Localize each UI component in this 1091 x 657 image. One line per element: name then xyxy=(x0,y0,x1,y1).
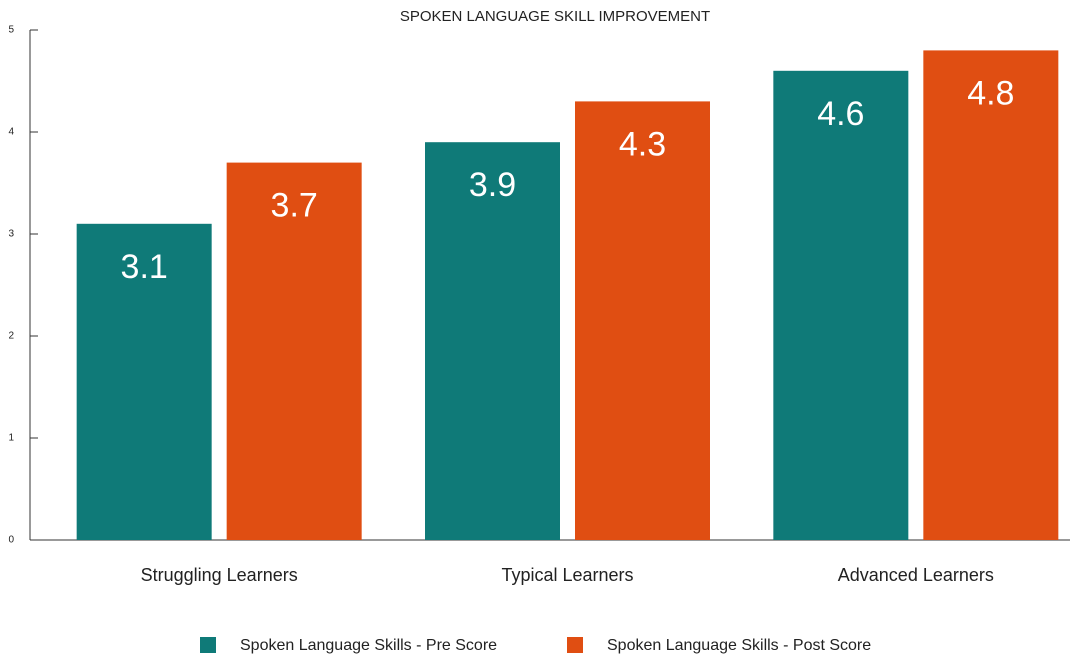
y-tick-label: 4 xyxy=(8,127,14,138)
y-tick-label: 0 xyxy=(8,535,14,546)
bar xyxy=(773,70,909,541)
legend-swatch xyxy=(200,637,216,653)
y-tick-label: 3 xyxy=(8,229,14,240)
legend-label: Spoken Language Skills - Post Score xyxy=(607,637,871,654)
data-label: 3.7 xyxy=(271,187,318,225)
data-label: 3.1 xyxy=(121,248,168,286)
y-tick-label: 5 xyxy=(8,25,14,36)
x-tick-label: Struggling Learners xyxy=(141,565,298,585)
x-tick-label: Advanced Learners xyxy=(838,565,994,585)
data-label: 4.8 xyxy=(967,74,1014,112)
bar xyxy=(575,101,710,541)
bar xyxy=(425,142,560,540)
y-tick-label: 2 xyxy=(8,331,14,342)
legend-label: Spoken Language Skills - Pre Score xyxy=(240,637,497,654)
x-tick-label: Typical Learners xyxy=(501,565,633,585)
bar xyxy=(226,162,362,540)
data-label: 4.6 xyxy=(817,95,864,133)
bar xyxy=(76,223,212,541)
legend-swatch xyxy=(567,637,583,653)
bar xyxy=(923,50,1059,541)
chart-title: SPOKEN LANGUAGE SKILL IMPROVEMENT xyxy=(400,8,710,25)
y-tick-label: 1 xyxy=(8,433,14,444)
data-label: 4.3 xyxy=(619,125,666,163)
data-label: 3.9 xyxy=(469,166,516,204)
